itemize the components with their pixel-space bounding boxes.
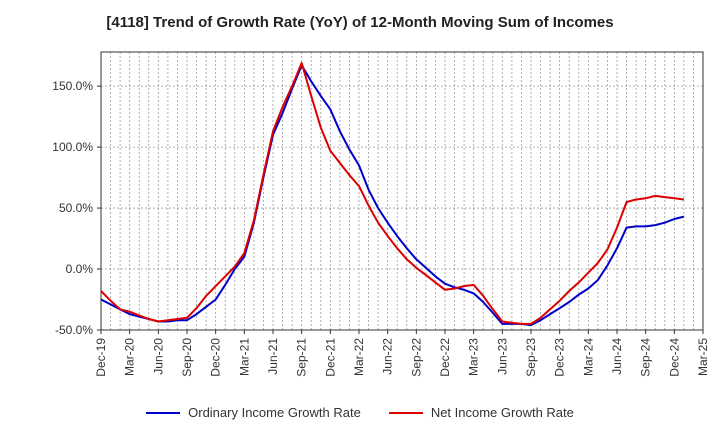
y-tick-label: 100.0% [52,140,93,154]
x-tick-label: Mar-21 [237,338,251,376]
grid-lines [101,52,703,330]
series-lines [100,62,685,327]
chart-title: [4118] Trend of Growth Rate (YoY) of 12-… [106,14,614,31]
x-tick-label: Mar-20 [123,338,137,376]
legend-item-net: Net Income Growth Rate [388,405,574,420]
x-tick-label: Dec-22 [438,338,452,377]
legend-swatch-ordinary [146,411,181,414]
y-tick-label: 50.0% [59,201,93,215]
legend-swatch-net [388,411,423,414]
x-tick-label: Jun-22 [381,338,395,375]
x-tick-label: Jun-24 [610,338,624,375]
legend-item-ordinary: Ordinary Income Growth Rate [146,405,361,420]
x-tick-label: Jun-23 [495,338,509,375]
x-tick-label: Jun-21 [266,338,280,375]
x-tick-label: Dec-23 [553,338,567,377]
legend: Ordinary Income Growth Rate Net Income G… [0,405,720,420]
x-tick-label: Mar-23 [467,338,481,376]
plot-frame [100,51,704,331]
x-tick-label: Sep-22 [409,338,423,377]
tick-labels: -50.0% 0.0% 50.0% 100.0% 150.0% Dec-19 Mar-20 J… [52,79,710,377]
y-tick-label: -50.0% [55,323,93,337]
x-tick-label: Mar-22 [352,338,366,376]
x-tick-label: Mar-25 [696,338,710,376]
y-tick-label: 150.0% [52,79,93,93]
x-tick-label: Dec-21 [323,338,337,377]
x-tick-label: Sep-21 [295,338,309,377]
x-tick-label: Dec-24 [667,338,681,377]
x-tick-label: Jun-20 [151,338,165,375]
series-line-ordinary-income [100,64,685,327]
axes [97,51,704,334]
x-tick-label: Sep-20 [180,338,194,377]
legend-label-ordinary: Ordinary Income Growth Rate [188,405,361,420]
x-tick-label: Mar-24 [581,338,595,376]
x-tick-label: Dec-20 [209,338,223,377]
x-tick-label: Sep-23 [524,338,538,377]
legend-label-net: Net Income Growth Rate [430,405,574,420]
x-tick-label: Sep-24 [639,338,653,377]
y-tick-label: 0.0% [66,262,94,276]
series-line-net-income [100,62,685,325]
x-tick-label: Dec-19 [94,338,108,377]
